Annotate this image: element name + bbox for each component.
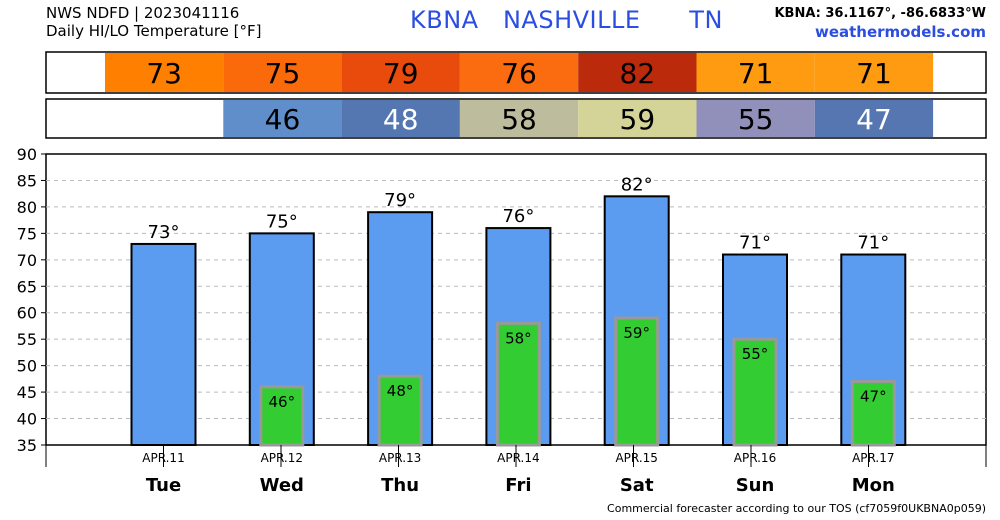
lo-cell [223,100,342,137]
x-day-label: Thu [381,475,419,496]
hi-bar-label: 79° [384,190,416,211]
y-tick-label: 85 [17,171,37,190]
lo-cell [341,100,460,137]
x-day-label: Wed [260,475,304,496]
hi-cell [341,53,460,92]
hi-cell [696,53,815,92]
hi-cell [223,53,342,92]
hi-cell [578,53,697,92]
lo-cell-value: 47 [856,103,892,136]
lo-bar-label: 48° [387,382,414,400]
lo-bar [377,374,423,447]
x-date-label: APR.13 [379,451,421,465]
y-tick-label: 90 [17,145,37,164]
hi-bar-label: 76° [502,206,534,227]
y-tick-label: 35 [17,436,37,455]
station-title: KBNA NASHVILLE TN [410,6,723,34]
y-tick-label: 75 [17,224,37,243]
x-day-label: Mon [852,475,895,496]
x-day-label: Sun [736,475,775,496]
lo-cell [105,100,224,137]
hi-bar-label: 71° [857,233,889,254]
x-date-label: APR.16 [734,451,776,465]
y-tick-label: 65 [17,277,37,296]
lo-cell-value: 58 [501,103,537,136]
lo-bar [614,316,660,447]
lo-cell-value: 46 [265,103,301,136]
hi-cell-value: 82 [620,57,656,90]
x-day-label: Fri [505,475,531,496]
hi-cell-value: 76 [501,57,537,90]
hi-cell [814,53,934,92]
chart-title: Daily HI/LO Temperature [°F] [46,22,262,40]
hi-cell [459,53,579,92]
y-tick-label: 55 [17,330,37,349]
site-link[interactable]: weathermodels.com [814,23,986,41]
x-date-label: APR.15 [615,451,657,465]
station-coords: KBNA: 36.1167°, -86.6833°W [774,6,986,21]
hi-bar-label: 82° [621,174,653,195]
hi-cell [105,53,224,92]
hi-cell-value: 71 [738,57,774,90]
hi-bar-label: 75° [266,211,298,232]
lo-bar-label: 58° [505,329,532,347]
y-tick-label: 50 [17,357,37,376]
lo-bar [495,321,541,447]
lo-cell [814,100,934,137]
footer-note: Commercial forecaster according to our T… [607,502,986,515]
lo-cell-value: 48 [383,103,419,136]
hi-cell-value: 79 [383,57,419,90]
lo-bar [850,380,896,447]
hi-bar-label: 73° [148,222,180,243]
lo-cell-value: 59 [620,103,656,136]
lo-cell-value: 55 [738,103,774,136]
lo-cell [459,100,579,137]
hi-bar [130,242,197,446]
lo-bar-label: 59° [623,324,650,342]
lo-bar-label: 55° [742,345,769,363]
y-tick-label: 40 [17,410,37,429]
y-tick-label: 70 [17,251,37,270]
lo-cell [578,100,697,137]
y-tick-label: 45 [17,383,37,402]
lo-bar-label: 46° [269,393,296,411]
x-day-label: Tue [146,475,181,496]
lo-bar [259,385,305,447]
hi-bar-label: 71° [739,233,771,254]
x-date-label: APR.14 [497,451,539,465]
x-day-label: Sat [620,475,654,496]
lo-bar [732,337,778,447]
x-date-label: APR.17 [852,451,894,465]
y-tick-label: 80 [17,198,37,217]
hi-cell-value: 71 [856,57,892,90]
hi-cell-value: 75 [265,57,301,90]
hi-cell-value: 73 [146,57,182,90]
lo-bar-label: 47° [860,388,887,406]
lo-cell [696,100,815,137]
run-info: NWS NDFD | 2023041116 [46,4,240,22]
x-date-label: APR.12 [261,451,303,465]
y-tick-label: 60 [17,304,37,323]
